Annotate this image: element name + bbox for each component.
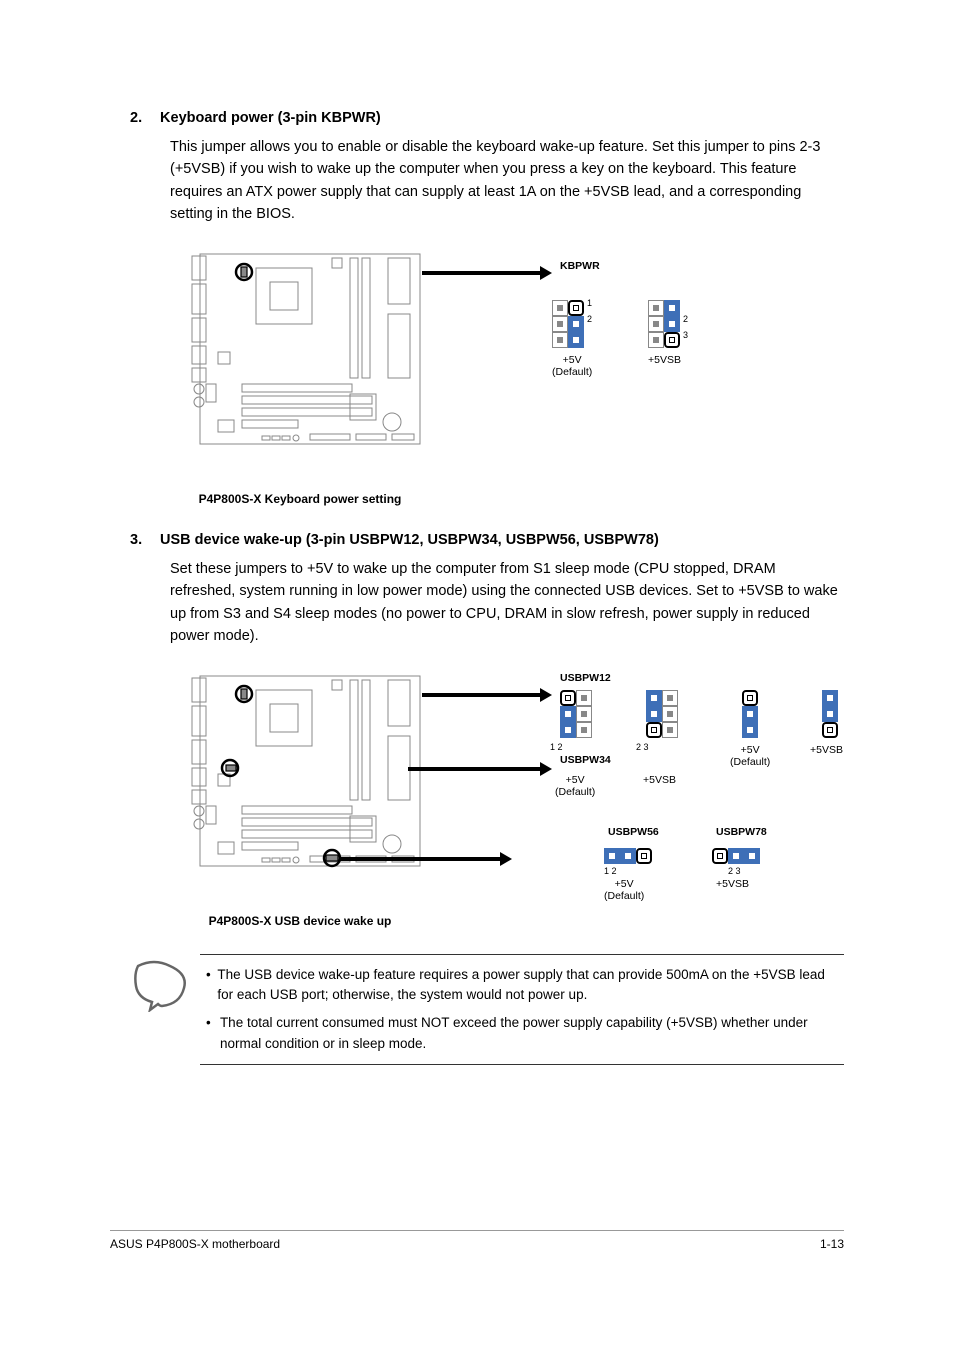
usb-top-cap4: +5VSB xyxy=(810,744,843,756)
section2-fig-caption: P4P800S-X Keyboard power setting xyxy=(170,492,430,506)
usb-top-cap1: +5V (Default) xyxy=(555,774,595,798)
usb-top-opt1 xyxy=(560,690,592,738)
kbpwr-opt2: 2 3 +5VSB xyxy=(648,300,681,366)
pins-23-a: 2 3 xyxy=(636,742,649,752)
note-box: • The USB device wake-up feature require… xyxy=(200,954,844,1065)
kbpwr-opt2-label: +5VSB xyxy=(648,354,681,366)
note-icon xyxy=(130,954,200,1017)
bullet-icon: • xyxy=(206,965,217,1006)
callout-arrow-2b xyxy=(408,760,552,778)
footer-left: ASUS P4P800S-X motherboard xyxy=(110,1237,280,1251)
board-diagram-1 xyxy=(170,244,430,459)
section2-num: 2. xyxy=(130,110,156,126)
section2-title: 2. Keyboard power (3-pin KBPWR) xyxy=(130,110,844,126)
kbpwr-opt1-label: +5V (Default) xyxy=(552,354,592,378)
usb-top-cap2: +5VSB xyxy=(643,774,676,786)
section3-body: Set these jumpers to +5V to wake up the … xyxy=(170,558,844,648)
kbpwr-opt1: 1 2 +5V (Default) xyxy=(552,300,592,378)
section2-jumper-area: KBPWR xyxy=(430,244,844,484)
board-diagram-2 xyxy=(170,666,430,881)
usbpw78-label: USBPW78 xyxy=(716,826,767,838)
section3-figure: USBPW12 USBPW34 xyxy=(170,666,844,906)
section2-title-text: Keyboard power (3-pin KBPWR) xyxy=(160,110,381,126)
section2-figure: KBPWR xyxy=(170,244,844,484)
section3-title: 3. USB device wake-up (3-pin USBPW12, US… xyxy=(130,532,844,548)
bullet-icon: • xyxy=(206,1013,220,1054)
callout-arrow-2a xyxy=(422,686,552,704)
usbpw12-label: USBPW12 xyxy=(560,672,611,684)
page-footer: ASUS P4P800S-X motherboard 1-13 xyxy=(110,1230,844,1251)
pins-12-a: 1 2 xyxy=(550,742,563,752)
usbpw56-label: USBPW56 xyxy=(608,826,659,838)
callout-arrow-2c xyxy=(340,850,590,868)
section3-jumper-area: USBPW12 USBPW34 xyxy=(430,666,844,906)
note-bullet-0: The USB device wake-up feature requires … xyxy=(217,965,838,1006)
usb-bot-cap2: +5VSB xyxy=(716,878,749,890)
usbpw34-label: USBPW34 xyxy=(560,754,611,766)
note-block: • The USB device wake-up feature require… xyxy=(130,954,844,1065)
callout-arrow-1 xyxy=(422,264,552,282)
note-bullet-1: The total current consumed must NOT exce… xyxy=(220,1013,838,1054)
usb-top-cap3: +5V (Default) xyxy=(730,744,770,768)
section3-title-text: USB device wake-up (3-pin USBPW12, USBPW… xyxy=(160,532,659,548)
usb-top-opt2 xyxy=(646,690,678,738)
section3-fig-caption: P4P800S-X USB device wake up xyxy=(170,914,430,928)
section3-num: 3. xyxy=(130,532,156,548)
footer-right: 1-13 xyxy=(820,1237,844,1251)
kbpwr-label: KBPWR xyxy=(560,260,600,272)
usb-top-opt3 xyxy=(742,690,758,738)
pins-12-b: 1 2 xyxy=(604,866,617,876)
usb-bot-cap1: +5V (Default) xyxy=(604,878,644,902)
section2-body: This jumper allows you to enable or disa… xyxy=(170,136,844,226)
pins-23-b: 2 3 xyxy=(728,866,741,876)
usb-bot-opt1 xyxy=(604,846,652,864)
usb-top-opt4 xyxy=(822,690,838,738)
usb-bot-opt2 xyxy=(712,846,760,864)
